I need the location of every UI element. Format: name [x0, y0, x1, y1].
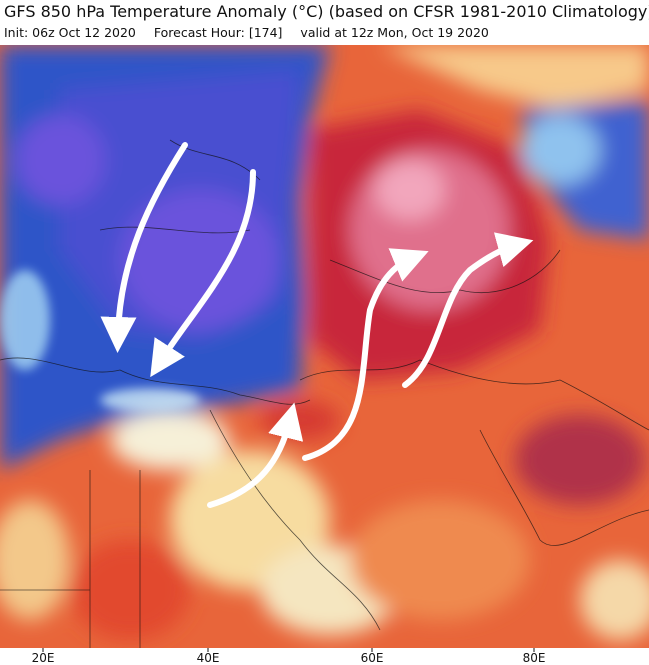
title: GFS 850 hPa Temperature Anomaly (°C) (ba… [4, 2, 649, 21]
longitude-label: 20E [32, 651, 55, 665]
subtitle: Init: 06z Oct 12 2020 Forecast Hour: [17… [4, 25, 503, 40]
init-time: Init: 06z Oct 12 2020 [4, 25, 136, 40]
forecast-hour: Forecast Hour: [174] [153, 25, 283, 40]
valid-time: valid at 12z Mon, Oct 19 2020 [300, 25, 489, 40]
flow-arrows [100, 142, 534, 508]
longitude-label: 80E [523, 651, 546, 665]
longitude-label: 60E [361, 651, 384, 665]
anomaly-field [0, 45, 649, 648]
longitude-label: 40E [197, 651, 220, 665]
